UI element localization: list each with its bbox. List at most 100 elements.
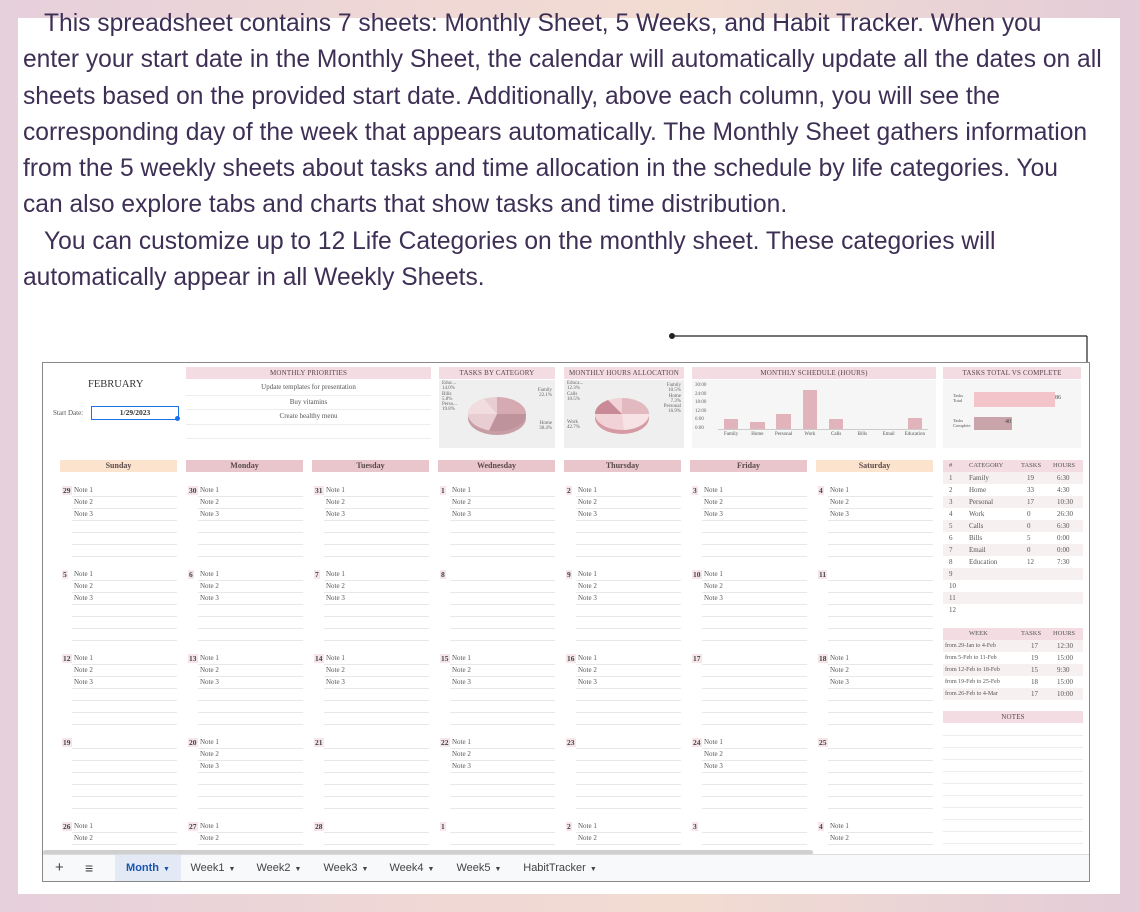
note-entry[interactable]: Note 3 [830,678,849,686]
note-entry[interactable]: Note 1 [200,486,219,494]
calendar-day-cell[interactable]: 7 Note 1 Note 2 Note 3 [312,567,429,647]
calendar-day-cell[interactable]: 2 Note 1 Note 2 Note 3 [564,483,681,563]
week-row[interactable] [943,652,1083,664]
week-row[interactable] [943,664,1083,676]
category-row[interactable] [943,532,1083,544]
horizontal-scrollbar[interactable] [43,850,813,855]
note-entry[interactable]: Note 3 [200,594,219,602]
note-entry[interactable]: Note 3 [74,678,93,686]
note-entry[interactable]: Note 1 [74,822,93,830]
calendar-day-cell[interactable]: 23 [564,735,681,815]
note-entry[interactable]: Note 1 [200,738,219,746]
note-entry[interactable]: Note 2 [200,498,219,506]
chevron-down-icon[interactable]: ▼ [228,866,236,873]
note-entry[interactable]: Note 3 [74,594,93,602]
calendar-day-cell[interactable]: 29 Note 1 Note 2 Note 3 [60,483,177,563]
note-entry[interactable]: Note 3 [200,510,219,518]
note-entry[interactable]: Note 2 [326,498,345,506]
sheet-tab-week4[interactable]: Week4 ▼ [381,855,443,881]
note-entry[interactable]: Note 3 [326,678,345,686]
priority-item[interactable]: Create healthy menu [186,410,431,425]
category-row[interactable] [943,508,1083,520]
note-entry[interactable]: Note 3 [200,678,219,686]
note-entry[interactable]: Note 2 [74,834,93,842]
note-entry[interactable]: Note 1 [830,486,849,494]
sheet-tab-week2[interactable]: Week2 ▼ [248,855,310,881]
note-entry[interactable]: Note 2 [200,834,219,842]
note-entry[interactable]: Note 2 [830,666,849,674]
note-entry[interactable]: Note 2 [326,666,345,674]
note-entry[interactable]: Note 3 [704,594,723,602]
sheet-tab-habittracker[interactable]: HabitTracker ▼ [515,855,605,881]
week-row[interactable] [943,640,1083,652]
calendar-day-cell[interactable]: 13 Note 1 Note 2 Note 3 [186,651,303,731]
note-entry[interactable]: Note 3 [74,510,93,518]
chevron-down-icon[interactable]: ▼ [163,866,170,873]
note-entry[interactable]: Note 2 [578,582,597,590]
note-entry[interactable]: Note 3 [326,510,345,518]
calendar-day-cell[interactable]: 4 Note 1 Note 2 Note 3 [816,483,933,563]
note-entry[interactable]: Note 1 [74,486,93,494]
note-entry[interactable]: Note 1 [200,654,219,662]
note-entry[interactable]: Note 2 [704,498,723,506]
note-entry[interactable]: Note 1 [578,570,597,578]
note-entry[interactable]: Note 1 [704,570,723,578]
note-entry[interactable]: Note 2 [578,498,597,506]
priority-item[interactable]: Update templates for presentation [186,381,431,396]
note-entry[interactable]: Note 3 [578,678,597,686]
calendar-day-cell[interactable]: 30 Note 1 Note 2 Note 3 [186,483,303,563]
category-row[interactable] [943,520,1083,532]
calendar-day-cell[interactable]: 11 [816,567,933,647]
note-entry[interactable]: Note 1 [578,822,597,830]
sheet-tab-month[interactable]: Month ▼ [115,855,181,881]
note-entry[interactable]: Note 2 [704,582,723,590]
note-entry[interactable]: Note 3 [200,762,219,770]
calendar-day-cell[interactable]: 15 Note 1 Note 2 Note 3 [438,651,555,731]
note-entry[interactable]: Note 2 [74,582,93,590]
note-entry[interactable]: Note 1 [200,570,219,578]
chevron-down-icon[interactable]: ▼ [361,866,369,873]
note-entry[interactable]: Note 2 [200,750,219,758]
calendar-day-cell[interactable]: 14 Note 1 Note 2 Note 3 [312,651,429,731]
note-entry[interactable]: Note 1 [326,486,345,494]
category-row[interactable] [943,580,1083,592]
note-entry[interactable]: Note 3 [830,510,849,518]
priority-item[interactable]: Buy vitamins [186,396,431,410]
note-entry[interactable]: Note 2 [326,582,345,590]
note-entry[interactable]: Note 1 [578,486,597,494]
note-entry[interactable]: Note 2 [200,666,219,674]
notes-area[interactable] [943,724,1083,844]
sheet-tab-week1[interactable]: Week1 ▼ [183,855,243,881]
note-entry[interactable]: Note 2 [578,834,597,842]
note-entry[interactable]: Note 1 [704,738,723,746]
note-entry[interactable]: Note 2 [200,582,219,590]
note-entry[interactable]: Note 3 [452,762,471,770]
category-row[interactable] [943,604,1083,616]
week-row[interactable] [943,676,1083,688]
calendar-day-cell[interactable]: 6 Note 1 Note 2 Note 3 [186,567,303,647]
calendar-day-cell[interactable]: 22 Note 1 Note 2 Note 3 [438,735,555,815]
note-entry[interactable]: Note 2 [704,750,723,758]
note-entry[interactable]: Note 1 [74,654,93,662]
note-entry[interactable]: Note 3 [578,510,597,518]
calendar-day-cell[interactable]: 19 [60,735,177,815]
week-row[interactable] [943,688,1083,700]
calendar-day-cell[interactable]: 1 Note 1 Note 2 Note 3 [438,483,555,563]
note-entry[interactable]: Note 2 [578,666,597,674]
category-row[interactable] [943,496,1083,508]
calendar-day-cell[interactable]: 21 [312,735,429,815]
note-entry[interactable]: Note 1 [74,570,93,578]
calendar-day-cell[interactable]: 12 Note 1 Note 2 Note 3 [60,651,177,731]
note-entry[interactable]: Note 3 [704,762,723,770]
note-entry[interactable]: Note 2 [452,666,471,674]
note-entry[interactable]: Note 1 [326,654,345,662]
category-row[interactable] [943,484,1083,496]
calendar-day-cell[interactable]: 8 [438,567,555,647]
note-entry[interactable]: Note 3 [452,678,471,686]
note-entry[interactable]: Note 3 [704,510,723,518]
note-entry[interactable]: Note 2 [452,498,471,506]
calendar-day-cell[interactable]: 18 Note 1 Note 2 Note 3 [816,651,933,731]
calendar-day-cell[interactable]: 25 [816,735,933,815]
category-row[interactable] [943,556,1083,568]
chevron-down-icon[interactable]: ▼ [294,866,302,873]
